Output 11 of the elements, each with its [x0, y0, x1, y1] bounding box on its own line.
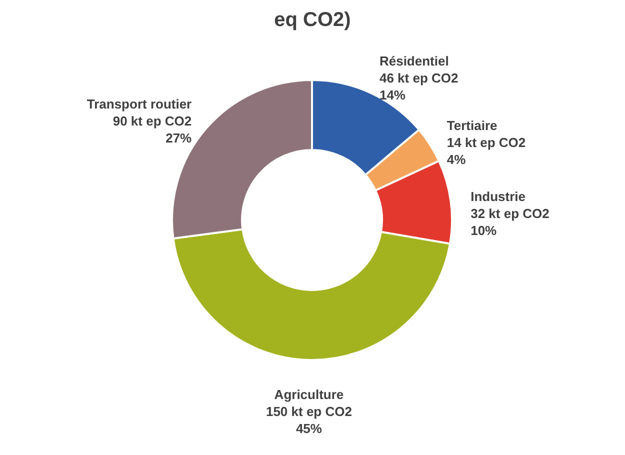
slice-label: Agriculture — [274, 386, 344, 402]
data-label: 14 kt ep CO2 4% — [446, 134, 526, 167]
data-label: 32 kt ep CO2 10% — [470, 206, 550, 238]
slice-label: Résidentiel — [379, 53, 449, 68]
slice-label: Industrie — [470, 188, 526, 204]
slice-label: Transport routier — [86, 96, 192, 112]
data-label: 150 kt ep CO2 45% — [266, 404, 352, 436]
chart-title: eq CO2) — [274, 9, 351, 31]
data-label: 46 kt ep CO2 14% — [379, 70, 458, 102]
data-label: 90 kt ep CO2 27% — [112, 114, 192, 146]
slice-label: Tertiaire — [446, 118, 498, 133]
